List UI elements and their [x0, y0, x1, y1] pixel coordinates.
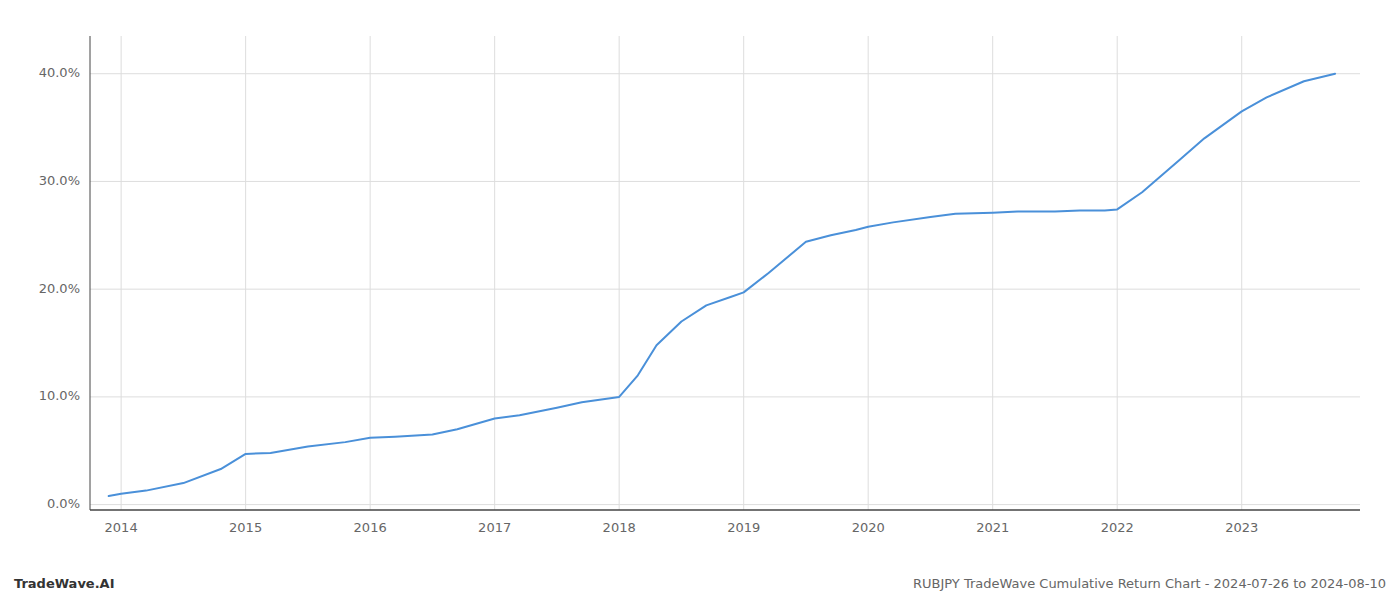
x-tick-label: 2018 — [603, 520, 636, 535]
footer-left: TradeWave.AI — [14, 576, 115, 591]
x-tick-label: 2017 — [478, 520, 511, 535]
x-tick-label: 2020 — [852, 520, 885, 535]
y-tick-label: 0.0% — [47, 496, 80, 511]
y-grid-line — [90, 73, 1360, 74]
x-tick-label: 2015 — [229, 520, 262, 535]
y-grid-line — [90, 289, 1360, 290]
y-grid-line — [90, 181, 1360, 182]
y-axis-line — [90, 36, 91, 510]
axes: 0.0% 10.0% 20.0% 30.0% 40.0% 2014 2015 2016 2017… — [39, 36, 1360, 535]
x-tick-label: 2021 — [976, 520, 1009, 535]
x-grid-line — [743, 36, 744, 510]
x-grid-line — [1241, 36, 1242, 510]
x-grid-line — [494, 36, 495, 510]
x-grid-line — [245, 36, 246, 510]
x-grid-line — [992, 36, 993, 510]
x-tick-label: 2022 — [1101, 520, 1134, 535]
chart: 0.0% 10.0% 20.0% 30.0% 40.0% 2014 2015 2016 2017… — [0, 0, 1400, 600]
x-axis-line — [90, 509, 1360, 511]
x-grid-line — [121, 36, 122, 510]
y-tick-label: 20.0% — [39, 281, 80, 296]
x-tick-label: 2016 — [354, 520, 387, 535]
x-grid-line — [370, 36, 371, 510]
x-grid-line — [619, 36, 620, 510]
y-tick-label: 40.0% — [39, 65, 80, 80]
y-grid-line — [90, 504, 1360, 505]
x-grid-line — [868, 36, 869, 510]
plot-area — [109, 74, 1335, 496]
grid — [90, 36, 1360, 510]
y-grid-line — [90, 396, 1360, 397]
x-tick-label: 2019 — [727, 520, 760, 535]
x-grid-line — [1117, 36, 1118, 510]
footer-right: RUBJPY TradeWave Cumulative Return Chart… — [913, 576, 1386, 591]
x-tick-label: 2014 — [105, 520, 138, 535]
return-line — [109, 74, 1335, 496]
x-tick-label: 2023 — [1225, 520, 1258, 535]
y-tick-label: 30.0% — [39, 173, 80, 188]
y-tick-label: 10.0% — [39, 388, 80, 403]
